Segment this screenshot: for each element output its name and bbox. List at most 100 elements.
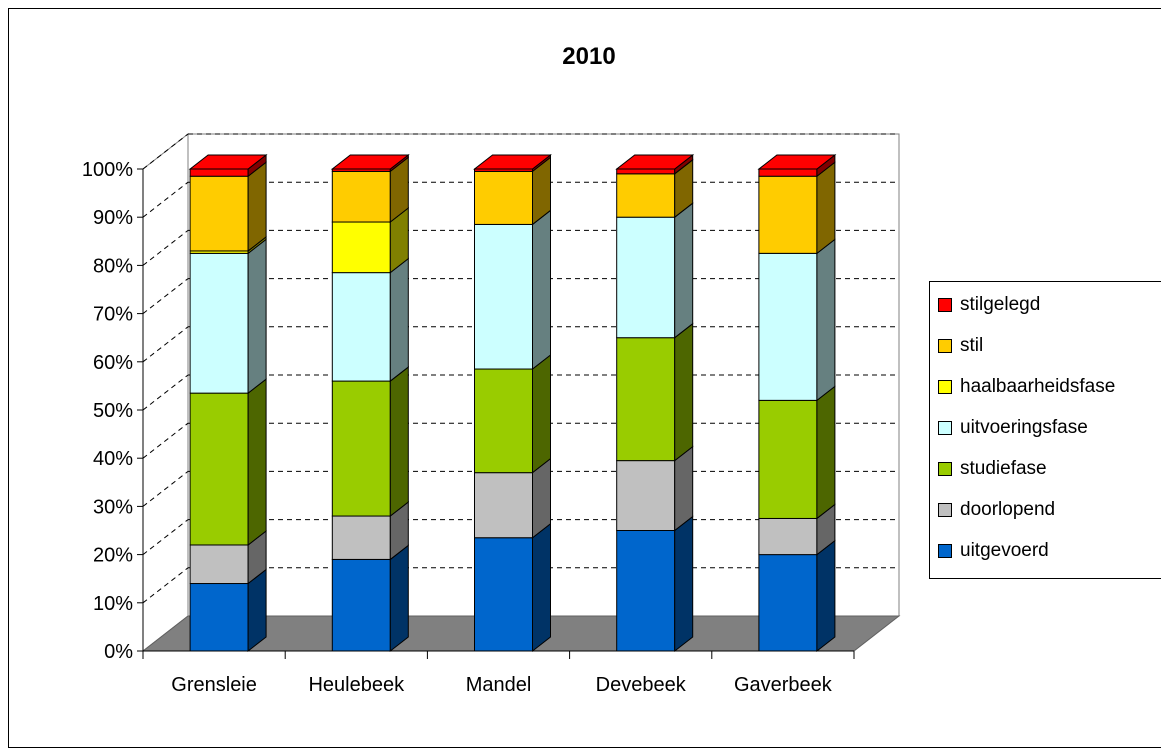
legend-swatch [938, 298, 952, 312]
bar-segment-side [816, 238, 836, 402]
y-tick-label: 40% [93, 448, 133, 470]
y-tick-label: 100% [82, 159, 133, 181]
bar-segment [474, 170, 533, 225]
bar-segment-side [532, 522, 551, 653]
gridline-diagonal [142, 471, 189, 507]
bar-segment [189, 392, 249, 546]
gridline-diagonal [142, 133, 189, 170]
bar-segment [474, 472, 533, 539]
bar-segment [758, 517, 818, 556]
bar-segment [331, 272, 391, 382]
gridline-diagonal [142, 181, 189, 218]
bar-segment [758, 175, 818, 254]
bar-segment-side [674, 202, 694, 339]
bar-segment-side [532, 209, 551, 371]
bar-top [473, 154, 552, 170]
y-tick-label: 10% [93, 593, 133, 615]
y-tick-label: 60% [93, 352, 133, 374]
bar-segment-side [389, 366, 409, 518]
legend-item: stilgelegd [938, 294, 1040, 316]
bar-segment [189, 175, 249, 252]
chart-frame: 2010 0% 10% 20% 30% 40% 50% 60% 70% 80% 90% 100% G… [8, 8, 1161, 748]
x-tick-label: Heulebeek [308, 674, 405, 696]
legend-swatch [938, 339, 952, 353]
bar-segment [616, 173, 676, 218]
gridline-diagonal [142, 519, 189, 555]
bar-segment-side [247, 378, 267, 546]
bar-segment [331, 515, 391, 560]
gridline-diagonal [142, 567, 189, 604]
stacked-bar-chart: 2010 0% 10% 20% 30% 40% 50% 60% 70% 80% 90% 100% G… [82, 43, 901, 696]
bar-segment [616, 530, 676, 652]
gridline-diagonal [142, 230, 189, 266]
bar-segment [474, 223, 533, 370]
bar-segment-side [389, 544, 409, 653]
bar-segment [758, 554, 818, 652]
bar-segment [331, 558, 391, 652]
legend-swatch [938, 503, 952, 517]
y-tick-label: 30% [93, 496, 133, 518]
legend-item: uitgevoerd [938, 540, 1049, 562]
y-tick-label: 50% [93, 400, 133, 422]
bar-segment [758, 252, 818, 401]
bar-segment-side [674, 322, 694, 462]
bar-segment [331, 380, 391, 517]
bar-segment [474, 537, 533, 652]
x-tick-label: Grensleie [171, 674, 257, 696]
legend-swatch [938, 462, 952, 476]
legend-item: studiefase [938, 458, 1047, 480]
legend-item: haalbaarheidsfase [938, 376, 1115, 398]
gridline-diagonal [142, 278, 189, 314]
legend-item: uitvoeringsfase [938, 417, 1088, 439]
bar-segment [189, 583, 249, 652]
bar-segment [331, 170, 391, 223]
gridline-diagonal [142, 326, 189, 363]
legend-label: doorlopend [960, 499, 1056, 520]
bar-top [757, 154, 837, 170]
bar-segment [616, 216, 676, 339]
bar-segment [331, 221, 391, 274]
legend-swatch [938, 380, 952, 394]
legend-label: stil [960, 335, 984, 356]
gridline-diagonal [142, 374, 189, 411]
bar-segment [474, 368, 533, 474]
y-tick-label: 20% [93, 545, 133, 567]
bar-segment [758, 168, 818, 177]
bar-segment-side [247, 238, 267, 395]
legend-swatch [938, 544, 952, 558]
bar-segment-side [532, 354, 551, 474]
legend-label: studiefase [960, 458, 1047, 479]
legend-label: uitvoeringsfase [960, 417, 1088, 438]
legend-label: stilgelegd [960, 294, 1041, 315]
bar-top [615, 154, 695, 170]
y-tick-label: 80% [93, 255, 133, 277]
bar-segment-side [816, 161, 836, 255]
bar-segment-side [247, 161, 267, 252]
y-tick-label: 0% [104, 641, 133, 663]
bar-segment-side [674, 445, 694, 532]
bar-segment [616, 168, 676, 175]
chart-title: 2010 [562, 43, 615, 70]
bar-segment [616, 337, 676, 462]
bar-segment-side [816, 539, 836, 653]
bar-segment [189, 168, 249, 177]
y-tick-label: 90% [93, 207, 133, 229]
bar-segment-side [816, 385, 836, 520]
x-tick-label: Gaverbeek [734, 674, 833, 696]
legend-item: doorlopend [938, 499, 1055, 521]
bar-segment-side [674, 515, 694, 653]
x-tick-label: Devebeek [596, 674, 687, 696]
bar-segment [189, 544, 249, 585]
bar-segment [189, 252, 249, 394]
bar-top [188, 154, 268, 170]
y-tick-label: 70% [93, 304, 133, 326]
bar-segment [616, 460, 676, 531]
legend-swatch [938, 421, 952, 435]
gridline-diagonal [142, 422, 189, 459]
x-tick-label: Mandel [466, 674, 532, 696]
legend-label: haalbaarheidsfase [960, 376, 1116, 397]
bar-top [330, 154, 410, 170]
bar-segment-side [389, 257, 409, 383]
legend-label: uitgevoerd [960, 540, 1049, 561]
chart-legend: stilgelegd stil haalbaarheidsfase uitvoerin… [929, 281, 1161, 579]
